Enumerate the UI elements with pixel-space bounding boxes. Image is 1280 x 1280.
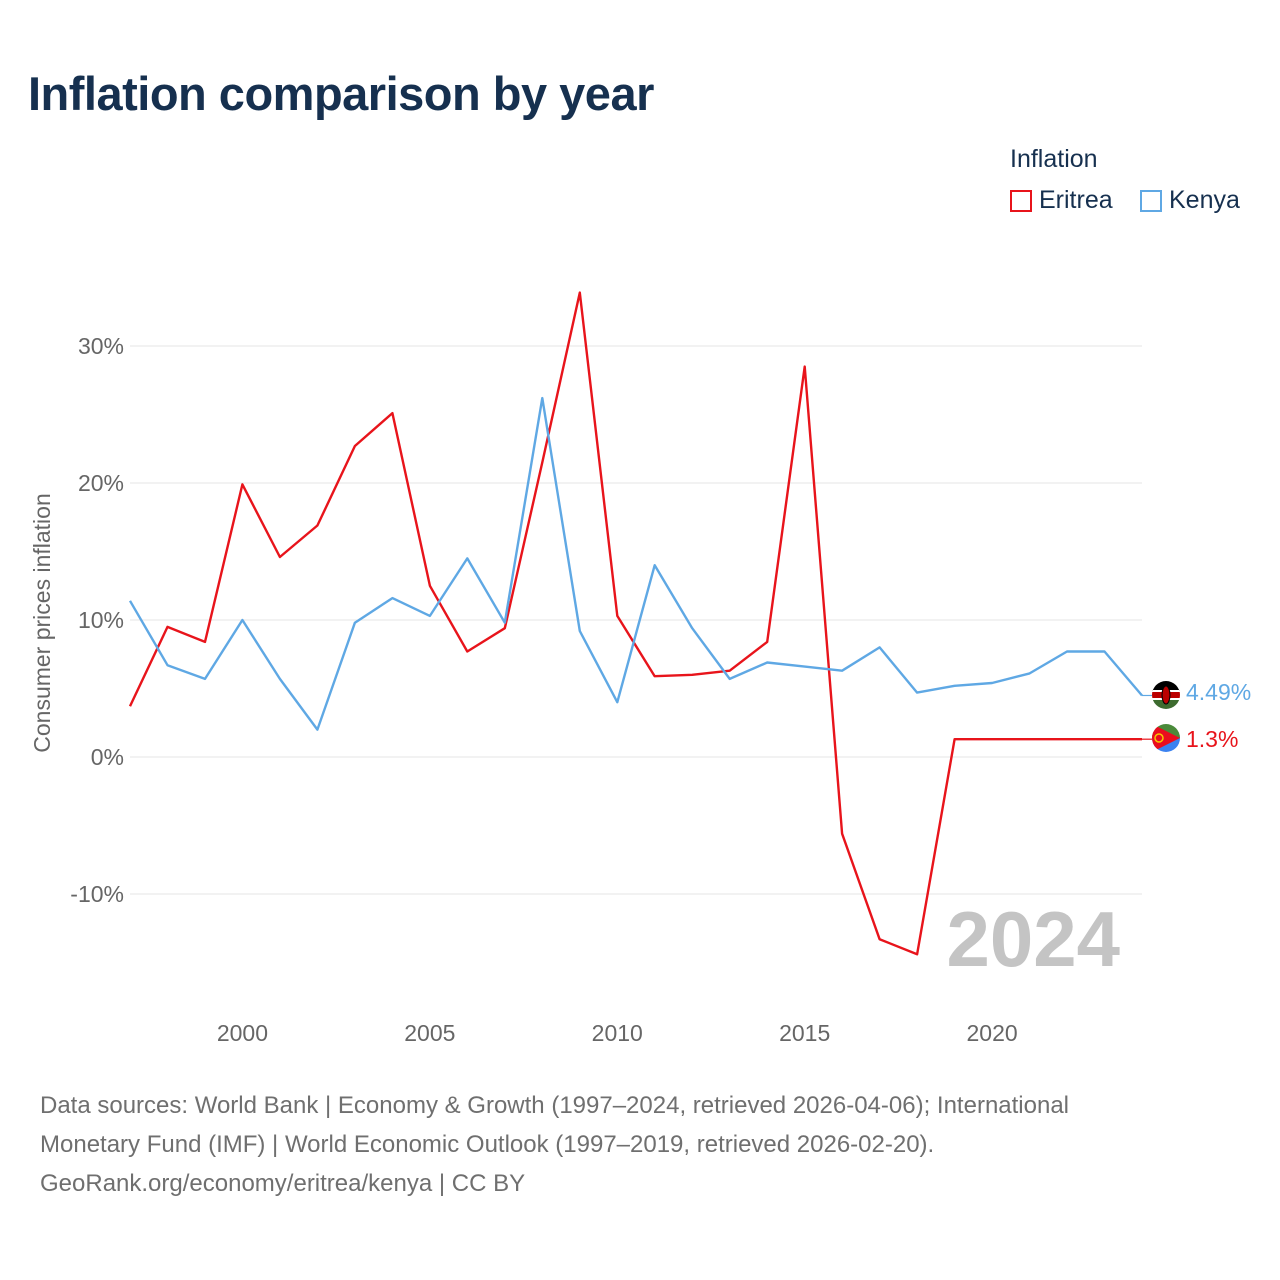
data-point-kenya — [989, 680, 995, 686]
data-point-kenya — [877, 644, 883, 650]
data-point-kenya — [539, 395, 545, 401]
y-tick-label: 30% — [78, 333, 124, 359]
x-tick-label: 2005 — [404, 1020, 455, 1046]
data-point-eritrea — [952, 736, 958, 742]
data-point-eritrea — [539, 459, 545, 465]
data-point-kenya — [352, 620, 358, 626]
kenya-flag-icon — [1152, 681, 1180, 709]
legend-label-kenya: Kenya — [1169, 186, 1240, 214]
data-point-kenya — [277, 676, 283, 682]
data-point-kenya — [1027, 670, 1033, 676]
y-tick-label: 20% — [78, 470, 124, 496]
data-point-kenya — [577, 628, 583, 634]
legend-swatch-eritrea — [1010, 189, 1032, 212]
y-tick-label: 0% — [91, 744, 124, 770]
chart-area: 30% 20% 10% 0% -10% 2000 2005 2010 2015 2020 Con… — [29, 290, 1251, 1046]
data-point-eritrea — [502, 625, 508, 631]
y-axis-label: Consumer prices inflation — [29, 493, 55, 753]
data-point-kenya — [614, 699, 620, 705]
data-point-kenya — [202, 676, 208, 682]
source-line: Monetary Fund (IMF) | World Economic Out… — [40, 1131, 935, 1158]
data-point-eritrea — [727, 668, 733, 674]
data-point-eritrea — [689, 672, 695, 678]
source-line: Data sources: World Bank | Economy & Gro… — [40, 1092, 1070, 1119]
data-point-kenya — [314, 727, 320, 733]
series-lines — [127, 290, 1152, 957]
data-point-kenya — [764, 659, 770, 665]
data-point-kenya — [689, 625, 695, 631]
y-tick-label: -10% — [70, 881, 124, 907]
data-point-kenya — [802, 664, 808, 670]
data-point-eritrea — [314, 522, 320, 528]
data-source-note: Data sources: World Bank | Economy & Gro… — [40, 1086, 1240, 1203]
end-labels: 1.3% 4.49% — [1186, 679, 1251, 752]
y-tick-label: 10% — [78, 607, 124, 633]
data-point-kenya — [952, 683, 958, 689]
legend-item-eritrea[interactable]: Eritrea — [1010, 186, 1113, 215]
data-point-eritrea — [614, 613, 620, 619]
end-label-eritrea: 1.3% — [1186, 726, 1238, 752]
data-point-eritrea — [164, 624, 170, 630]
year-watermark: 2024 — [946, 895, 1120, 983]
data-point-eritrea — [577, 290, 583, 296]
data-point-eritrea — [277, 554, 283, 560]
data-point-eritrea — [764, 639, 770, 645]
eritrea-flag-icon — [1152, 724, 1180, 752]
end-label-kenya: 4.49% — [1186, 679, 1251, 705]
data-point-eritrea — [202, 639, 208, 645]
x-tick-label: 2000 — [217, 1020, 268, 1046]
data-point-kenya — [1102, 649, 1108, 655]
data-point-kenya — [127, 598, 133, 604]
data-point-eritrea — [427, 583, 433, 589]
data-point-kenya — [839, 668, 845, 674]
data-point-eritrea — [914, 951, 920, 957]
gridlines — [130, 345, 1142, 895]
data-point-eritrea — [877, 936, 883, 942]
data-point-kenya — [914, 690, 920, 696]
legend-label-eritrea: Eritrea — [1039, 186, 1113, 214]
data-point-eritrea — [652, 673, 658, 679]
x-axis-ticks: 2000 2005 2010 2015 2020 — [217, 1020, 1018, 1046]
legend-title: Inflation — [1010, 145, 1098, 173]
data-point-kenya — [239, 617, 245, 623]
chart-title: Inflation comparison by year — [28, 67, 654, 120]
x-tick-label: 2020 — [966, 1020, 1017, 1046]
data-point-eritrea — [464, 649, 470, 655]
legend-item-kenya[interactable]: Kenya — [1140, 186, 1240, 215]
data-point-eritrea — [239, 481, 245, 487]
series-line-eritrea — [128, 291, 1142, 956]
data-point-eritrea — [352, 443, 358, 449]
data-point-kenya — [427, 613, 433, 619]
data-point-kenya — [1064, 649, 1070, 655]
data-point-eritrea — [389, 410, 395, 416]
data-point-kenya — [502, 620, 508, 626]
data-point-eritrea — [802, 364, 808, 370]
data-point-kenya — [464, 555, 470, 561]
x-tick-label: 2015 — [779, 1020, 830, 1046]
data-point-kenya — [164, 662, 170, 668]
series-line-kenya — [128, 396, 1143, 731]
source-line: GeoRank.org/economy/eritrea/kenya | CC B… — [40, 1170, 526, 1197]
x-tick-label: 2010 — [592, 1020, 643, 1046]
legend-swatch-kenya — [1140, 189, 1162, 212]
data-point-eritrea — [839, 831, 845, 837]
data-point-kenya — [727, 676, 733, 682]
data-point-kenya — [652, 562, 658, 568]
y-axis-ticks: 30% 20% 10% 0% -10% — [70, 333, 124, 907]
data-point-kenya — [389, 595, 395, 601]
data-point-eritrea — [127, 703, 133, 709]
